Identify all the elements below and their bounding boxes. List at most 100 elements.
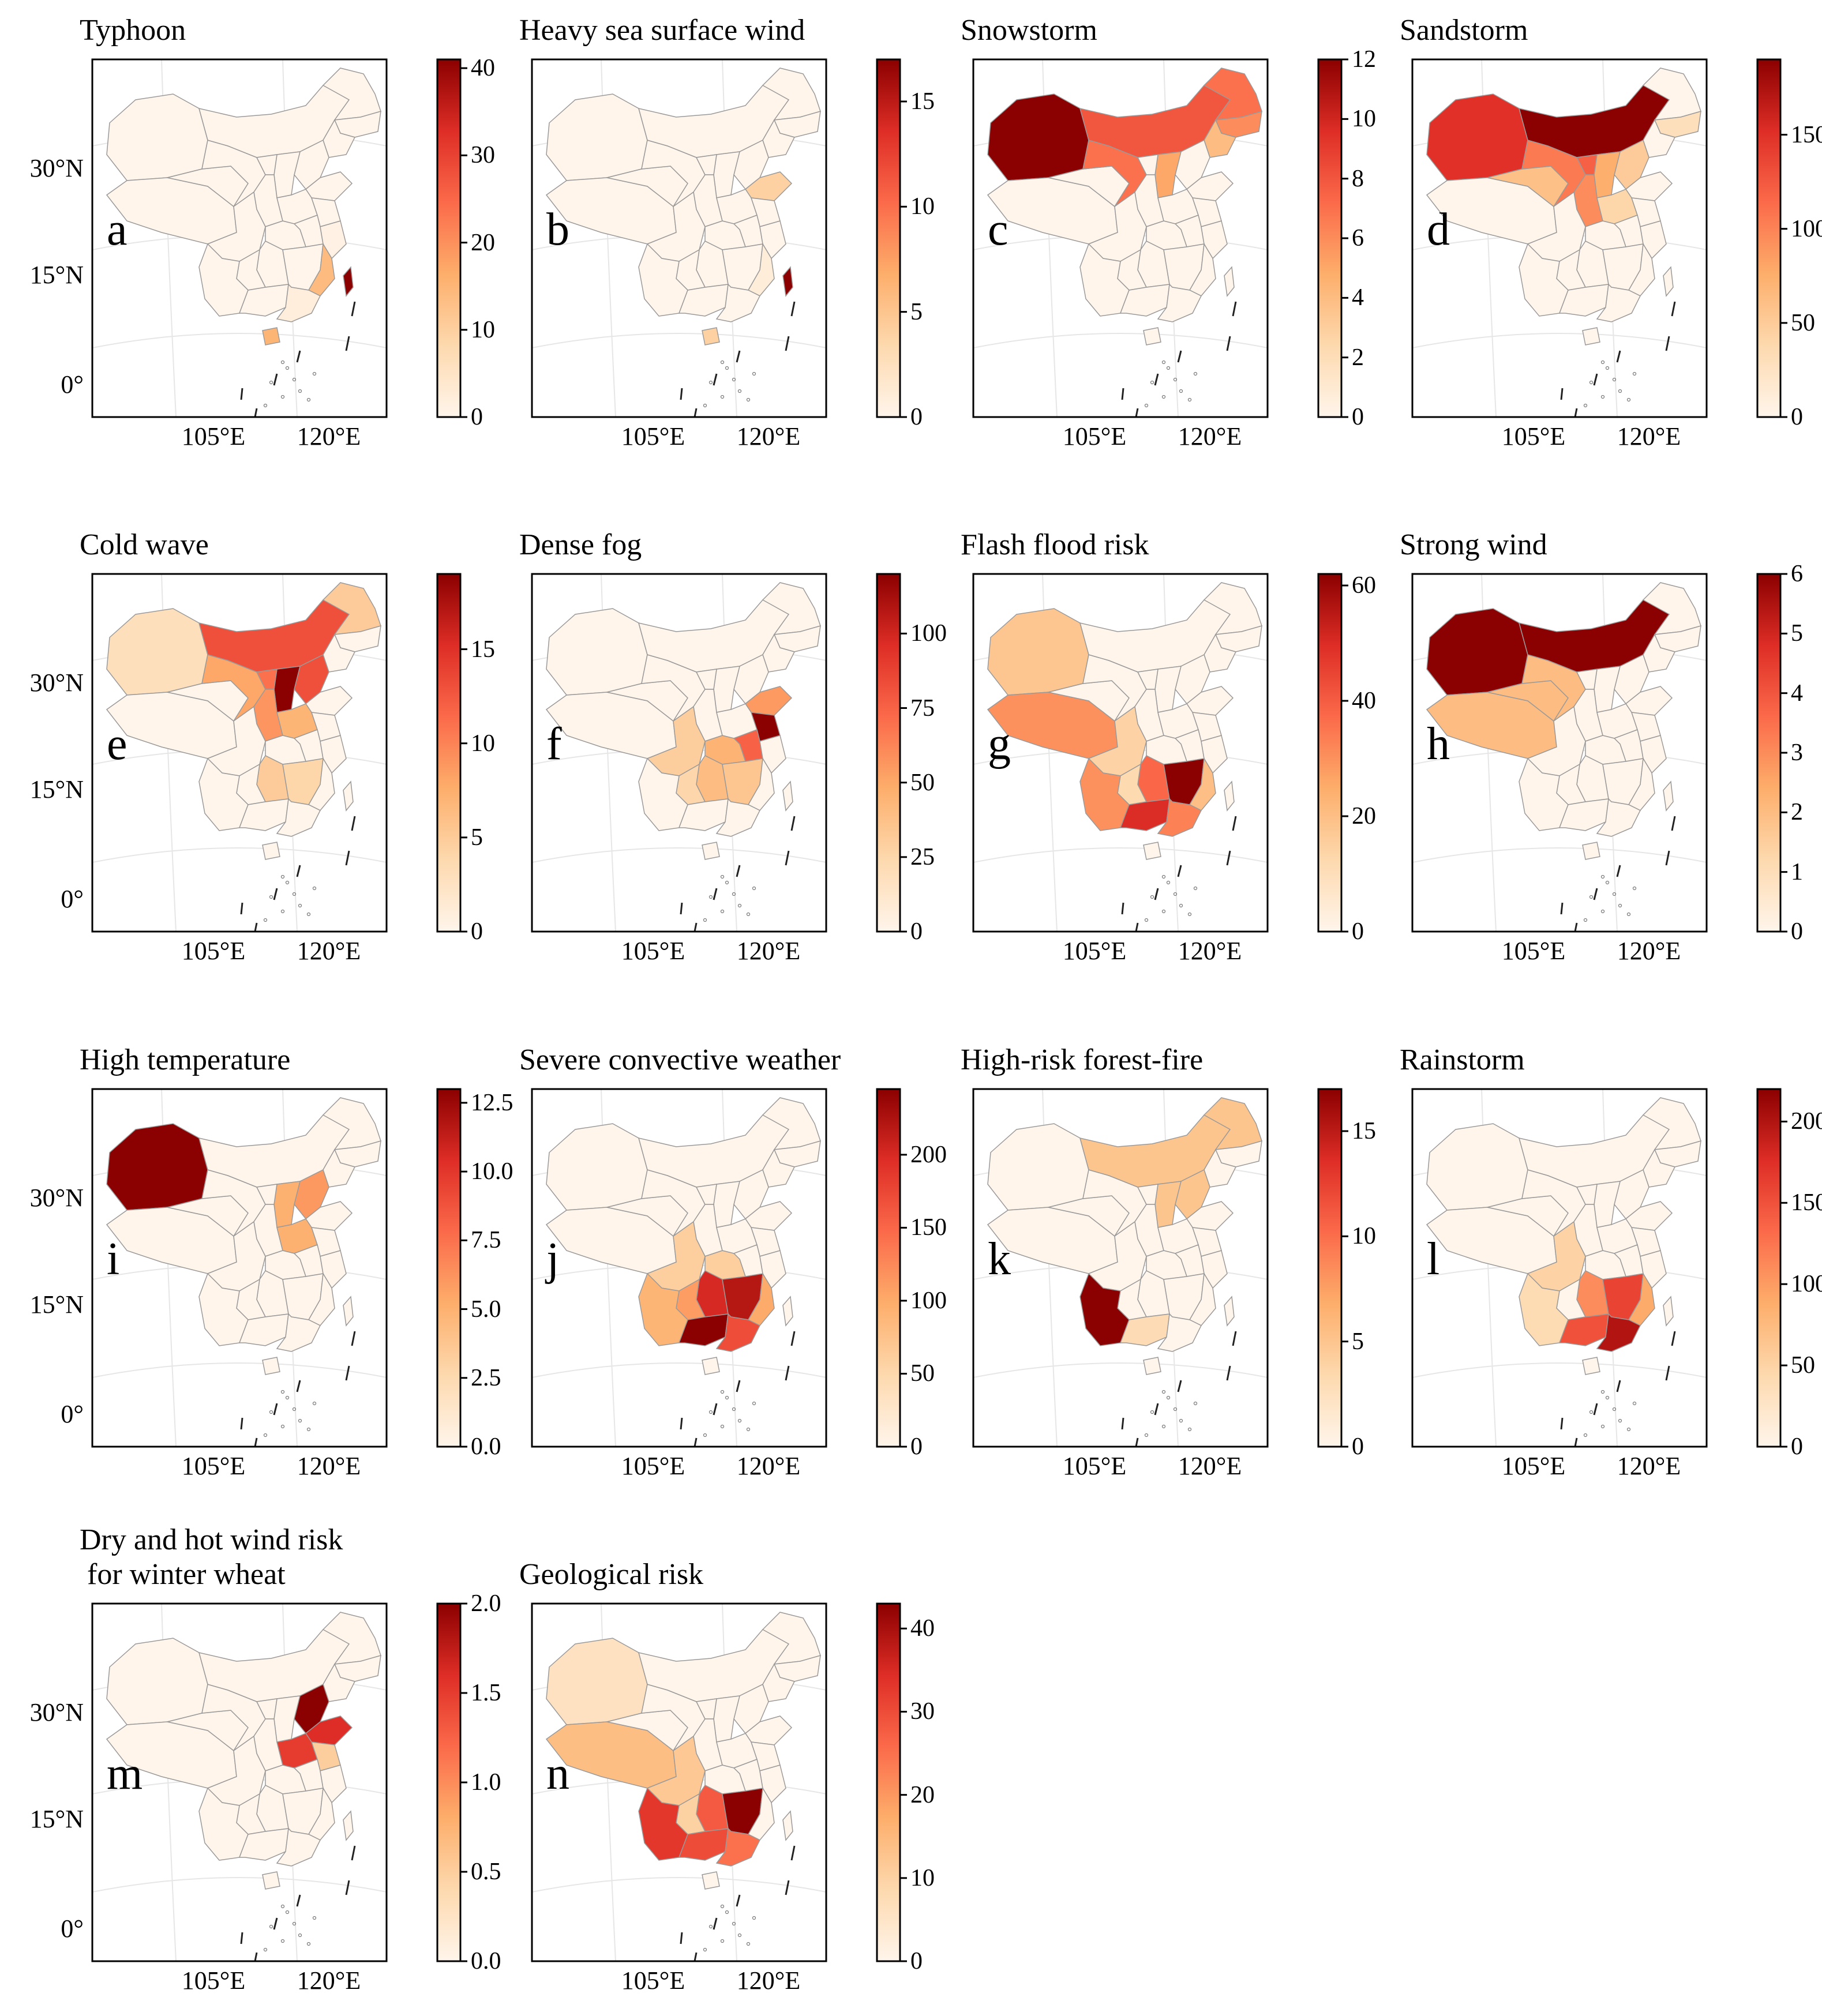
nine-dash-line xyxy=(1560,1331,1676,1447)
lon-label: 120°E xyxy=(297,1966,361,1995)
province-guangxi xyxy=(1119,284,1170,317)
colorbar-tick-label: 5.0 xyxy=(471,1296,501,1323)
colorbar-tick-label: 1.0 xyxy=(471,1769,501,1796)
nine-dash-line xyxy=(680,1845,796,1962)
lon-label: 105°E xyxy=(1062,1452,1127,1480)
panel-letter: i xyxy=(107,1234,120,1285)
colorbar-tick-label: 50 xyxy=(1791,309,1815,336)
colorbar-tick-label: 5 xyxy=(1791,620,1803,647)
south-china-sea-islands xyxy=(1583,1390,1637,1437)
province-taiwan xyxy=(782,1296,793,1327)
province-guangxi xyxy=(1558,1313,1609,1346)
lon-label: 120°E xyxy=(1617,937,1681,965)
colorbar-tick-label: 150 xyxy=(1791,1189,1822,1217)
lat-label: 0° xyxy=(61,370,84,399)
lat-label: 30°N xyxy=(29,1184,84,1212)
province-xinjiang xyxy=(106,93,208,181)
map-panel-a xyxy=(91,58,467,418)
colorbar xyxy=(876,1602,901,1962)
province-fills xyxy=(545,1612,821,1890)
nine-dash-line xyxy=(240,301,356,418)
colorbar xyxy=(876,1088,901,1448)
province-guangxi xyxy=(678,1828,729,1861)
province-fills xyxy=(106,582,381,860)
panel-title: Heavy sea surface wind xyxy=(519,14,805,47)
lon-label: 120°E xyxy=(736,1452,801,1480)
lon-label: 105°E xyxy=(1062,937,1127,965)
province-fills xyxy=(1426,582,1701,860)
panel-letter: f xyxy=(546,719,562,769)
nine-dash-line xyxy=(680,301,796,418)
panel-letter: k xyxy=(988,1234,1011,1285)
colorbar xyxy=(1317,1088,1343,1448)
panel-letter: e xyxy=(107,719,128,769)
map-frame xyxy=(91,58,388,418)
province-zhejiang xyxy=(320,220,347,260)
lon-label: 120°E xyxy=(1617,422,1681,450)
panel-title: Sandstorm xyxy=(1400,14,1528,47)
province-fills xyxy=(106,1612,381,1890)
nine-dash-line xyxy=(240,816,356,932)
province-zhejiang xyxy=(1640,1250,1667,1289)
panel-title: Snowstorm xyxy=(961,14,1097,47)
map-panel-j xyxy=(531,1088,907,1448)
lon-label: 105°E xyxy=(181,422,246,450)
province-guangdong xyxy=(276,1827,321,1867)
colorbar-tick-label: 10 xyxy=(1352,106,1376,133)
province-taiwan xyxy=(1224,780,1235,812)
nine-dash-line xyxy=(1121,816,1237,932)
province-guangxi xyxy=(238,284,289,317)
south-china-sea-islands xyxy=(1144,874,1198,922)
province-guangdong xyxy=(715,1313,761,1352)
lon-label: 120°E xyxy=(297,1452,361,1480)
province-taiwan xyxy=(782,266,793,297)
colorbar-tick-label: 0 xyxy=(1352,918,1364,945)
colorbar-tick-label: 60 xyxy=(1352,572,1376,599)
map-frame xyxy=(531,573,827,933)
lon-label: 105°E xyxy=(181,937,246,965)
province-xinjiang xyxy=(987,608,1089,696)
province-guangxi xyxy=(1558,284,1609,317)
colorbar-tick-label: 50 xyxy=(910,1360,935,1387)
province-taiwan xyxy=(782,1810,793,1841)
lon-label: 120°E xyxy=(736,422,801,450)
map-panel-m xyxy=(91,1602,467,1962)
colorbar-tick-label: 15 xyxy=(910,88,935,115)
province-guangxi xyxy=(1119,1313,1170,1346)
colorbar-tick-label: 10 xyxy=(471,316,495,343)
province-hainan xyxy=(702,1871,720,1890)
lon-label: 105°E xyxy=(1501,1452,1566,1480)
province-zhejiang xyxy=(759,735,786,774)
province-taiwan xyxy=(343,780,354,812)
nine-dash-line xyxy=(680,816,796,932)
province-fills xyxy=(545,1097,821,1375)
province-guangdong xyxy=(1157,1313,1202,1352)
panel-title: Dense fog xyxy=(519,528,642,561)
map-panel-k xyxy=(972,1088,1348,1448)
south-china-sea-islands xyxy=(703,1904,756,1952)
lat-label: 15°N xyxy=(29,261,84,289)
map-frame xyxy=(91,1088,388,1448)
panel-title: Severe convective weather xyxy=(519,1043,841,1076)
colorbar xyxy=(876,58,901,418)
colorbar-tick-label: 100 xyxy=(910,1287,947,1314)
colorbar-tick-label: 0 xyxy=(1791,1433,1803,1460)
panel-letter: m xyxy=(107,1748,143,1799)
province-guangdong xyxy=(276,283,321,322)
colorbar xyxy=(436,58,462,418)
map-frame xyxy=(531,58,827,418)
colorbar-tick-label: 15 xyxy=(471,636,495,663)
panel-title-line2: for winter wheat xyxy=(80,1558,286,1591)
lon-label: 120°E xyxy=(297,422,361,450)
province-hainan xyxy=(262,1871,280,1890)
province-fills xyxy=(106,67,381,346)
colorbar-tick-label: 20 xyxy=(910,1781,935,1808)
map-frame xyxy=(531,1602,827,1962)
province-guangxi xyxy=(238,1313,289,1346)
province-xinjiang xyxy=(987,1123,1089,1211)
lon-label: 105°E xyxy=(621,937,685,965)
province-zhejiang xyxy=(320,735,347,774)
province-zhejiang xyxy=(1201,220,1228,260)
province-hainan xyxy=(262,1357,280,1375)
lon-label: 120°E xyxy=(736,937,801,965)
